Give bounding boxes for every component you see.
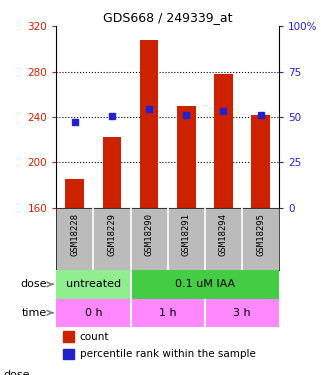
Bar <box>177 106 195 208</box>
Bar <box>56 270 131 298</box>
Bar <box>65 179 84 208</box>
Text: untreated: untreated <box>66 279 121 290</box>
Text: dose: dose <box>20 279 53 290</box>
Text: GSM18294: GSM18294 <box>219 213 228 256</box>
Text: time: time <box>22 308 53 318</box>
Bar <box>131 270 279 298</box>
Text: GSM18291: GSM18291 <box>182 213 191 256</box>
Bar <box>214 74 233 208</box>
Text: dose: dose <box>3 370 30 375</box>
Bar <box>63 332 74 342</box>
Text: 1 h: 1 h <box>159 308 177 318</box>
Bar <box>63 349 74 359</box>
Bar <box>140 40 159 208</box>
Bar <box>103 137 121 208</box>
Text: count: count <box>80 332 109 342</box>
Text: GSM18290: GSM18290 <box>145 213 154 256</box>
Text: GSM18229: GSM18229 <box>108 213 117 256</box>
Text: GSM18228: GSM18228 <box>70 213 79 256</box>
Title: GDS668 / 249339_at: GDS668 / 249339_at <box>103 11 232 24</box>
Text: GSM18295: GSM18295 <box>256 213 265 256</box>
Text: 0 h: 0 h <box>84 308 102 318</box>
Text: 0.1 uM IAA: 0.1 uM IAA <box>175 279 235 290</box>
Bar <box>251 115 270 208</box>
Text: percentile rank within the sample: percentile rank within the sample <box>80 349 256 359</box>
Text: 3 h: 3 h <box>233 308 251 318</box>
